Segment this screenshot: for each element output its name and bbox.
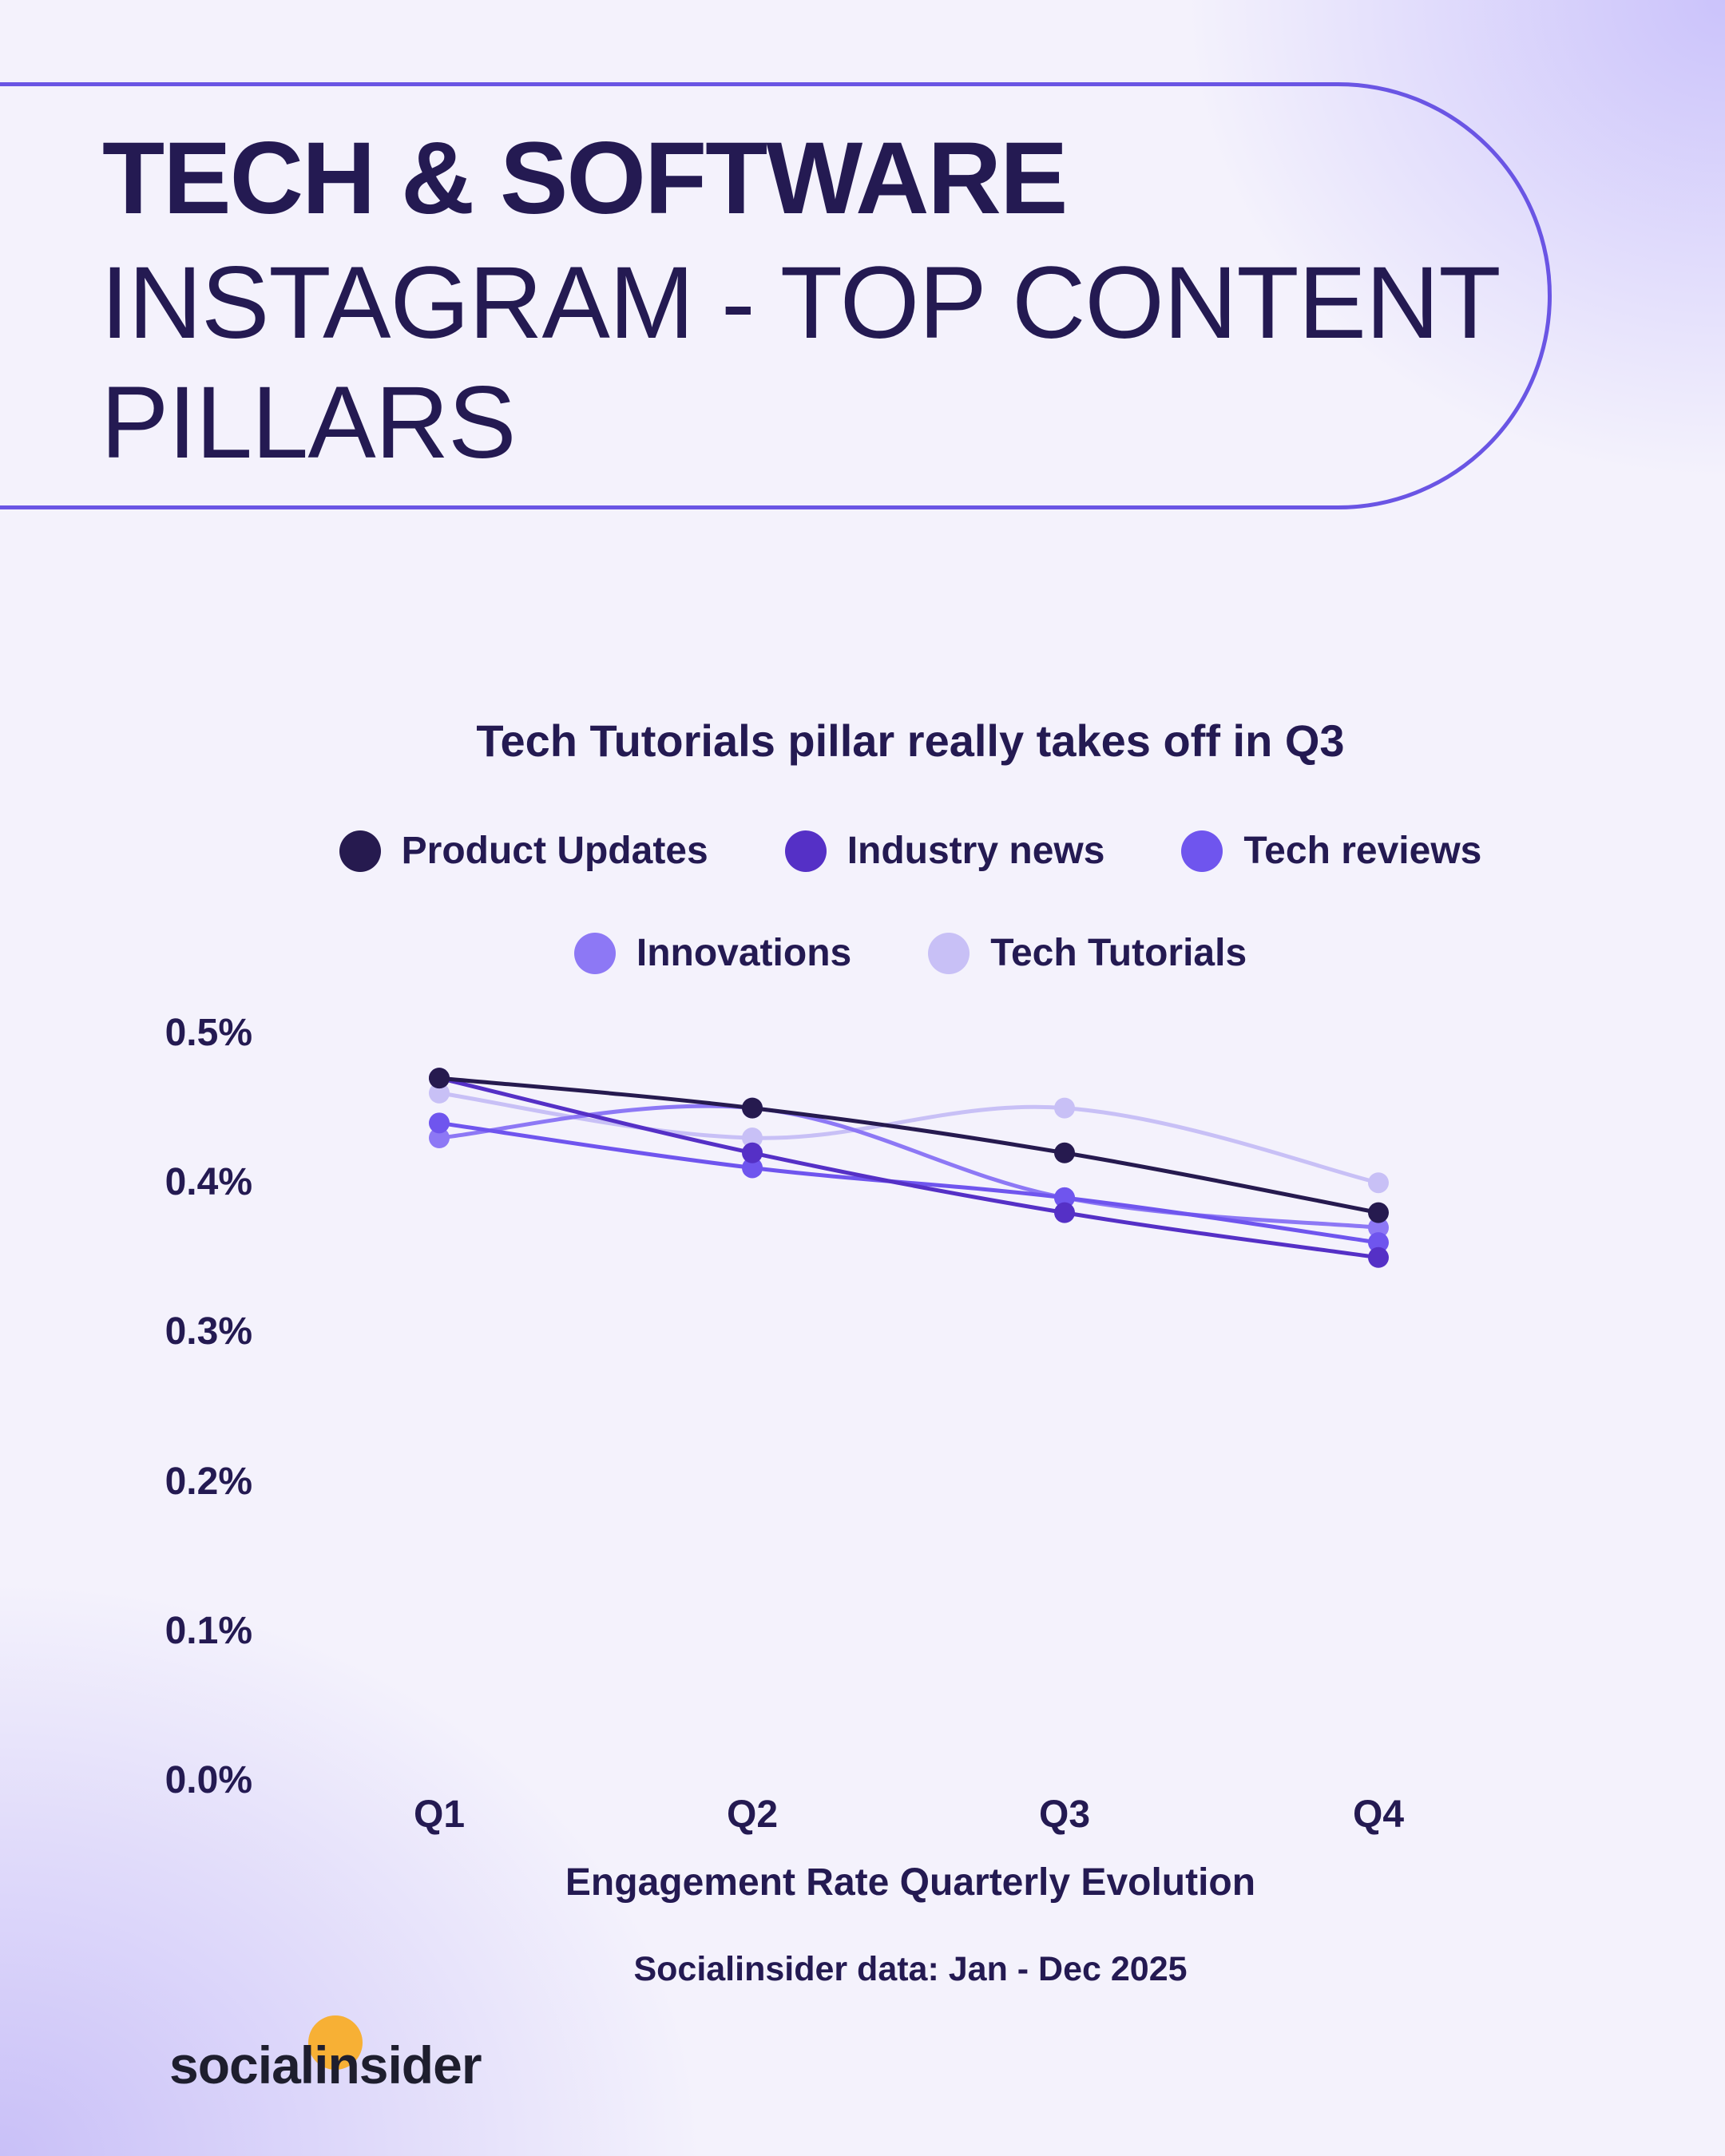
data-point-innovations-q4 bbox=[1368, 1217, 1389, 1239]
data-point-product-updates-q1 bbox=[429, 1068, 450, 1089]
legend-row-2: Innovations Tech Tutorials bbox=[0, 931, 1725, 975]
y-tick-label: 0.5% bbox=[165, 1012, 252, 1054]
chart-title: Tech Tutorials pillar really takes off i… bbox=[476, 715, 1345, 766]
legend-label: Product Updates bbox=[401, 830, 708, 872]
data-point-tech-tutorials-q2 bbox=[742, 1128, 763, 1149]
legend-dot-icon bbox=[928, 932, 970, 974]
y-tick-label: 0.2% bbox=[165, 1460, 252, 1503]
x-tick-label: Q3 bbox=[1038, 1793, 1091, 1836]
data-point-innovations-q1 bbox=[429, 1128, 450, 1149]
data-point-product-updates-q3 bbox=[1054, 1142, 1075, 1163]
page-subtitle: INSTAGRAM - TOP CONTENT PILLARS bbox=[101, 246, 1499, 480]
y-tick-label: 0.4% bbox=[165, 1161, 252, 1204]
data-point-tech-reviews-q4 bbox=[1368, 1232, 1389, 1254]
legend-label: Tech reviews bbox=[1243, 830, 1482, 872]
x-axis-label: Engagement Rate Quarterly Evolution bbox=[565, 1861, 1256, 1904]
data-point-tech-reviews-q2 bbox=[742, 1157, 763, 1179]
title-pill-outline bbox=[0, 82, 1552, 509]
x-tick-label: Q2 bbox=[726, 1793, 779, 1836]
data-point-tech-reviews-q3 bbox=[1054, 1187, 1075, 1208]
legend-dot-icon bbox=[784, 830, 827, 872]
y-tick-label: 0.0% bbox=[165, 1759, 252, 1801]
data-point-industry-news-q2 bbox=[742, 1142, 763, 1163]
data-point-product-updates-q2 bbox=[742, 1097, 763, 1119]
y-tick-label: 0.3% bbox=[165, 1310, 252, 1353]
legend-item-innovations: Innovations bbox=[573, 931, 852, 975]
page-title: TECH & SOFTWARE bbox=[102, 121, 1068, 236]
data-point-industry-news-q3 bbox=[1054, 1202, 1075, 1223]
legend-dot-icon bbox=[1181, 830, 1223, 872]
logo-dot-icon bbox=[308, 2015, 363, 2070]
legend-item-industry-news: Industry news bbox=[784, 829, 1105, 873]
legend-label: Innovations bbox=[636, 932, 852, 974]
series-line-innovations bbox=[438, 1104, 1379, 1230]
series-line-tech-tutorials bbox=[438, 1091, 1379, 1185]
source-note: Socialinsider data: Jan - Dec 2025 bbox=[633, 1950, 1188, 1988]
data-point-tech-reviews-q1 bbox=[429, 1112, 450, 1134]
data-point-tech-tutorials-q1 bbox=[429, 1082, 450, 1104]
series-line-product-updates bbox=[438, 1076, 1379, 1215]
data-point-industry-news-q4 bbox=[1368, 1246, 1389, 1268]
series-line-industry-news bbox=[438, 1076, 1379, 1260]
legend-item-tech-reviews: Tech reviews bbox=[1181, 829, 1481, 873]
legend-label: Tech Tutorials bbox=[990, 932, 1247, 974]
data-point-tech-tutorials-q4 bbox=[1368, 1172, 1389, 1194]
data-point-tech-tutorials-q3 bbox=[1054, 1097, 1075, 1119]
x-tick-label: Q4 bbox=[1352, 1793, 1405, 1836]
legend-dot-icon bbox=[573, 932, 616, 974]
data-point-product-updates-q4 bbox=[1368, 1202, 1389, 1223]
legend-label: Industry news bbox=[847, 830, 1105, 872]
legend-row-1: Product Updates Industry news Tech revie… bbox=[0, 829, 1725, 873]
y-tick-label: 0.1% bbox=[165, 1609, 252, 1652]
legend-dot-icon bbox=[339, 830, 381, 872]
legend-item-tech-tutorials: Tech Tutorials bbox=[928, 931, 1247, 975]
x-tick-label: Q1 bbox=[413, 1793, 466, 1836]
legend-item-product-updates: Product Updates bbox=[339, 829, 708, 873]
socialinsider-logo: socialinsider bbox=[169, 2035, 482, 2095]
